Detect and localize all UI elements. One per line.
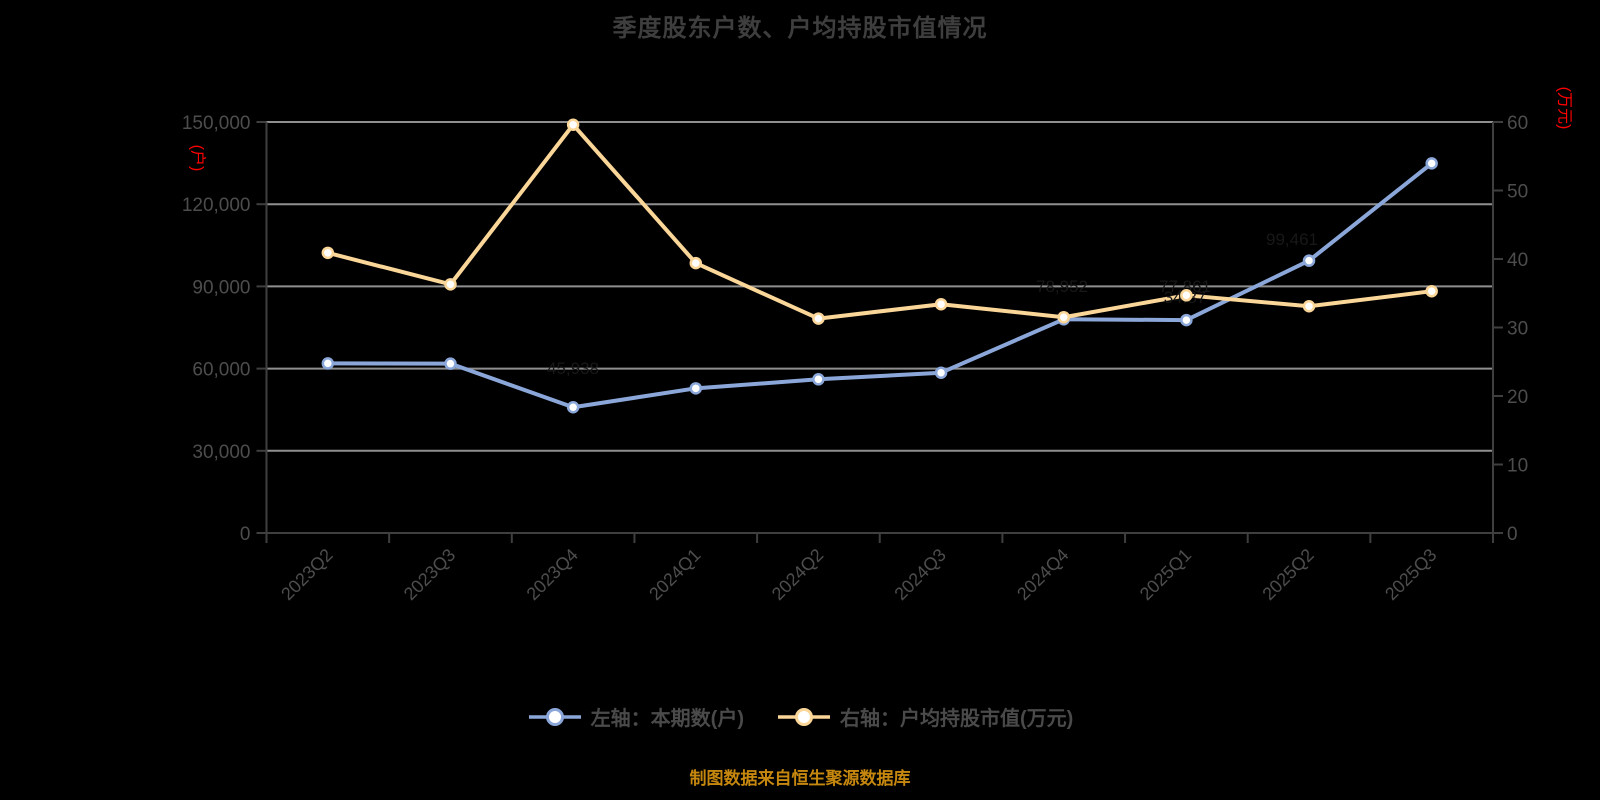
data-point-0-2024Q1 — [689, 382, 703, 395]
data-point-1-2024Q1 — [689, 256, 703, 270]
x-tick-label: 2024Q4 — [1013, 545, 1072, 604]
data-point-0-2025Q3 — [1425, 157, 1438, 170]
x-tick-label: 2023Q4 — [523, 545, 582, 604]
data-point-1-2025Q2 — [1302, 300, 1316, 313]
series-line-1 — [325, 122, 1434, 321]
right-tick-label: 60 — [1507, 113, 1528, 134]
x-tick-label: 2023Q2 — [277, 545, 336, 604]
right-tick-label: 50 — [1507, 182, 1528, 203]
line-circle-marker-icon — [528, 707, 581, 726]
x-tick-label: 2025Q3 — [1381, 545, 1440, 604]
axes — [256, 121, 1503, 543]
legend: 左轴：本期数(户) 右轴：户均持股市值(万元) — [0, 702, 1600, 731]
x-tick-label: 2025Q1 — [1136, 545, 1195, 604]
data-point-0-2024Q2 — [812, 373, 825, 386]
left-tick-label: 30,000 — [192, 442, 250, 463]
left-tick-label: 120,000 — [182, 195, 251, 216]
data-point-1-2024Q3 — [934, 297, 948, 311]
left-tick-label: 150,000 — [182, 113, 251, 134]
data-point-0-2023Q3 — [444, 357, 457, 370]
data-point-1-2025Q3 — [1425, 284, 1438, 298]
data-point-1-2024Q4 — [1057, 310, 1070, 324]
legend-label: 左轴：本期数(户) — [590, 708, 744, 730]
left-tick-label: 0 — [240, 524, 251, 545]
data-point-0-2023Q4 — [566, 400, 580, 414]
hidden-point-label: 45,938 — [547, 359, 599, 378]
x-tick-label: 2024Q2 — [768, 545, 827, 604]
left-tick-label: 90,000 — [192, 277, 250, 298]
legend-item-shareholder-count[interactable]: 左轴：本期数(户) — [527, 702, 744, 731]
right-tick-label: 30 — [1507, 319, 1528, 340]
x-tick-label: 2024Q1 — [645, 545, 704, 604]
x-tick-label: 2025Q2 — [1258, 545, 1317, 604]
hidden-point-label: 77,861 — [1159, 277, 1211, 296]
data-point-0-2023Q2 — [321, 357, 335, 370]
legend-label: 右轴：户均持股市值(万元) — [840, 708, 1074, 730]
hidden-point-label: 99,461 — [1266, 230, 1318, 249]
series-markers — [321, 118, 1438, 414]
right-tick-label: 40 — [1507, 250, 1528, 271]
axis-tick-labels: 0 30,000 60,000 90,000 120,000 150,000 0 10 20 30… — [182, 113, 1528, 604]
line-circle-marker-icon — [778, 707, 830, 726]
data-point-1-2024Q2 — [812, 312, 825, 325]
data-point-1-2025Q1 — [1180, 289, 1193, 302]
data-point-0-2025Q2 — [1302, 254, 1316, 267]
series-line-0 — [325, 161, 1434, 410]
right-tick-label: 0 — [1507, 524, 1518, 545]
legend-item-market-value[interactable]: 右轴：户均持股市值(万元) — [776, 702, 1073, 731]
left-tick-label: 60,000 — [192, 360, 250, 381]
data-point-0-2024Q3 — [934, 366, 948, 379]
series-lines — [325, 122, 1434, 410]
x-tick-label: 2024Q3 — [890, 545, 949, 604]
hidden-point-label: 78,952 — [1036, 277, 1088, 296]
x-tick-label: 2023Q3 — [400, 545, 459, 604]
data-point-1-2023Q2 — [321, 246, 335, 260]
data-point-0-2025Q1 — [1180, 313, 1193, 327]
right-tick-label: 20 — [1507, 387, 1528, 408]
data-source-note: 制图数据来自恒生聚源数据库 — [689, 769, 911, 788]
chart-title: 季度股东户数、户均持股市值情况 — [612, 15, 988, 42]
data-point-1-2023Q3 — [444, 278, 457, 291]
right-tick-label: 10 — [1507, 456, 1528, 477]
data-point-1-2023Q4 — [566, 118, 580, 131]
gridlines — [266, 121, 1493, 452]
